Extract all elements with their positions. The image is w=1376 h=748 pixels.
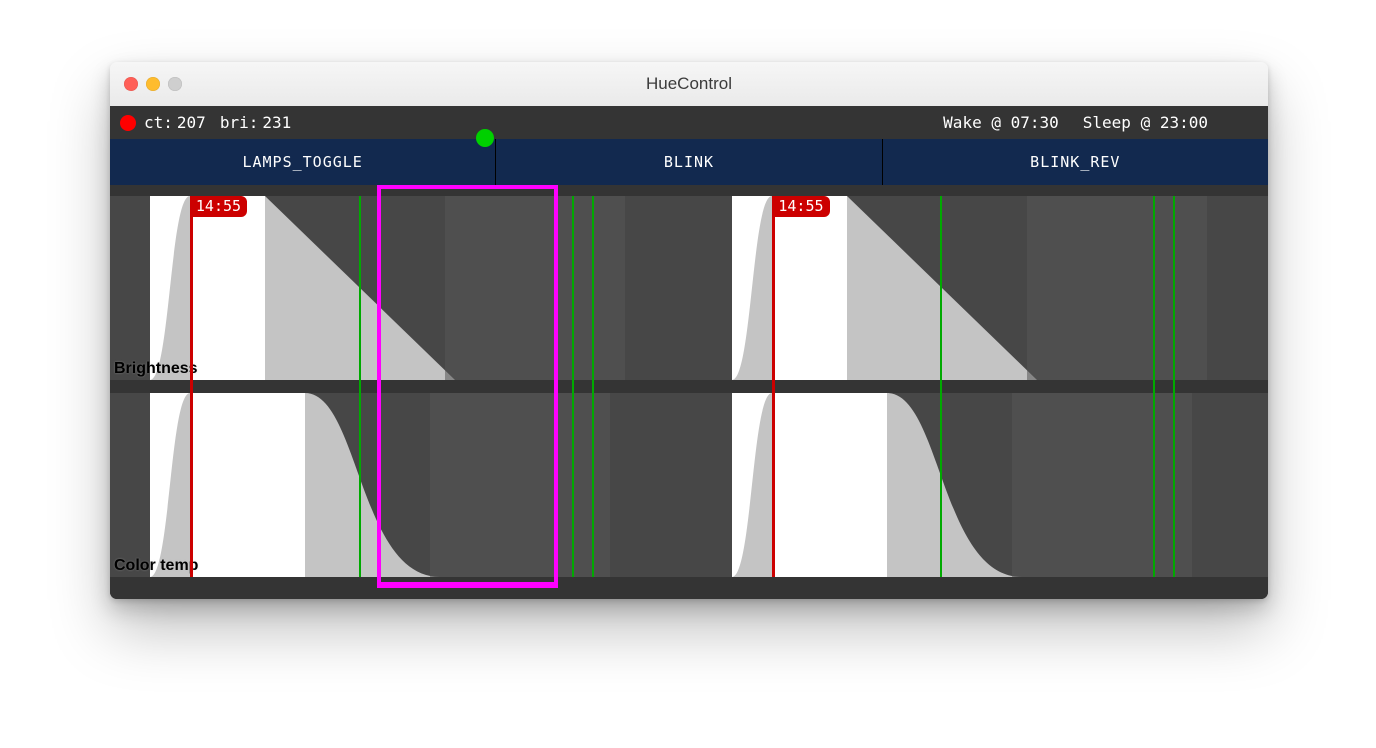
sleep-time-label: Sleep @ 23:00	[1083, 113, 1208, 132]
window-titlebar: HueControl	[110, 62, 1268, 107]
action-button-label: BLINK	[664, 153, 714, 171]
action-button-row: LAMPS_TOGGLE BLINK BLINK_REV	[110, 139, 1268, 185]
brightness-row[interactable]: Brightness	[110, 196, 1268, 380]
action-button-blink_rev[interactable]: BLINK_REV	[883, 139, 1268, 185]
schedule-marker	[940, 196, 942, 577]
schedule-marker	[1153, 196, 1155, 577]
minimize-icon[interactable]	[146, 77, 160, 91]
action-button-blink[interactable]: BLINK	[496, 139, 882, 185]
traffic-lights	[110, 77, 182, 91]
colortemp-row[interactable]: Color temp	[110, 393, 1268, 577]
ct-value: 207	[177, 113, 206, 132]
app-window: HueControl ct: 207 bri: 231 Wake @ 07:30…	[110, 62, 1268, 599]
playhead-marker-icon[interactable]	[476, 129, 494, 147]
action-button-label: BLINK_REV	[1030, 153, 1120, 171]
action-button-lamps_toggle[interactable]: LAMPS_TOGGLE	[110, 139, 496, 185]
timeline-area[interactable]: BrightnessColor temp14:5514:55	[110, 185, 1268, 599]
ct-label: ct:	[144, 113, 173, 132]
time-marker-label: 14:55	[772, 196, 829, 217]
window-title: HueControl	[110, 74, 1268, 94]
record-dot-icon	[120, 115, 136, 131]
schedule-marker	[1173, 196, 1175, 577]
status-bar: ct: 207 bri: 231 Wake @ 07:30 Sleep @ 23…	[110, 106, 1268, 139]
time-marker[interactable]: 14:55	[190, 196, 193, 588]
time-marker-label: 14:55	[190, 196, 247, 217]
bri-label: bri:	[220, 113, 259, 132]
colortemp-row-label: Color temp	[114, 557, 198, 575]
zoom-icon[interactable]	[168, 77, 182, 91]
brightness-row-label: Brightness	[114, 360, 198, 378]
close-icon[interactable]	[124, 77, 138, 91]
app-body: ct: 207 bri: 231 Wake @ 07:30 Sleep @ 23…	[110, 106, 1268, 599]
time-marker[interactable]: 14:55	[772, 196, 775, 588]
action-button-label: LAMPS_TOGGLE	[242, 153, 362, 171]
schedule-marker	[592, 196, 594, 577]
schedule-marker	[359, 196, 361, 577]
bri-value: 231	[262, 113, 291, 132]
wake-time-label: Wake @ 07:30	[943, 113, 1059, 132]
schedule-marker	[572, 196, 574, 577]
